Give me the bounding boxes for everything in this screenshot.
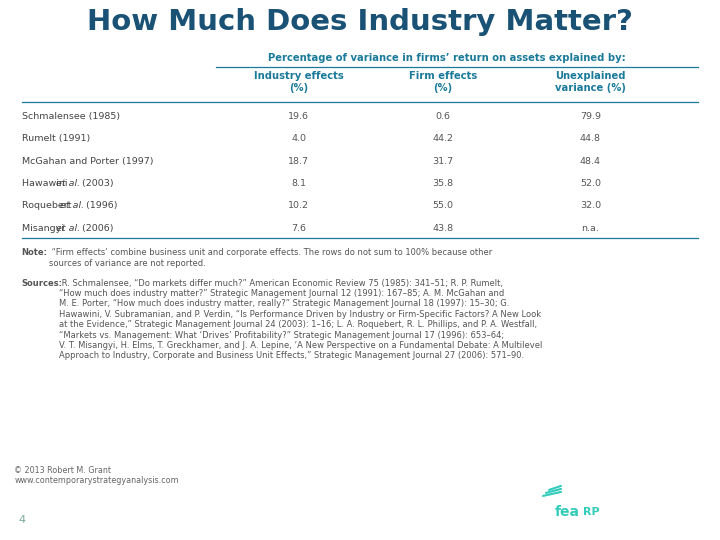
Text: 8.1: 8.1 [292,179,306,188]
Text: 44.2: 44.2 [432,134,454,143]
Text: Unexplained
variance (%): Unexplained variance (%) [555,71,626,93]
Text: “Firm effects’ combine business unit and corporate effects. The rows do not sum : “Firm effects’ combine business unit and… [48,248,492,267]
Text: et al.: et al. [60,201,84,210]
Text: (2006): (2006) [79,224,114,233]
Text: © 2013 Robert M. Grant
www.contemporarystrategyanalysis.com: © 2013 Robert M. Grant www.contemporarys… [14,465,179,485]
Text: RP: RP [583,507,600,517]
Text: 32.0: 32.0 [580,201,601,210]
Text: How Much Does Industry Matter?: How Much Does Industry Matter? [87,8,633,36]
Text: 4.0: 4.0 [292,134,306,143]
Text: Sources:: Sources: [22,279,63,288]
Text: Misangyi: Misangyi [22,224,66,233]
Text: 55.0: 55.0 [432,201,454,210]
Text: 10.2: 10.2 [288,201,310,210]
Text: 4: 4 [18,515,25,525]
Text: Roquebert: Roquebert [22,201,74,210]
Text: 48.4: 48.4 [580,157,601,166]
Text: Note:: Note: [22,248,48,257]
Text: 52.0: 52.0 [580,179,601,188]
Text: Rumelt (1991): Rumelt (1991) [22,134,90,143]
Text: Industry effects
(%): Industry effects (%) [254,71,343,93]
Text: 31.7: 31.7 [432,157,454,166]
Text: 35.8: 35.8 [432,179,454,188]
Text: 44.8: 44.8 [580,134,601,143]
Text: fea: fea [555,505,580,519]
Text: et al.: et al. [56,179,81,188]
Text: USP: USP [648,504,683,519]
Text: n.a.: n.a. [582,224,599,233]
Text: 79.9: 79.9 [580,112,601,121]
Text: 43.8: 43.8 [432,224,454,233]
Text: 19.6: 19.6 [288,112,310,121]
Text: McGahan and Porter (1997): McGahan and Porter (1997) [22,157,153,166]
Text: 18.7: 18.7 [288,157,310,166]
Text: Firm effects
(%): Firm effects (%) [409,71,477,93]
Text: 7.6: 7.6 [292,224,306,233]
Text: Percentage of variance in firms’ return on assets explained by:: Percentage of variance in firms’ return … [268,53,625,63]
Text: 0.6: 0.6 [436,112,450,121]
Text: (2003): (2003) [79,179,114,188]
Text: R. Schmalensee, “Do markets differ much?” American Economic Review 75 (1985): 34: R. Schmalensee, “Do markets differ much?… [58,279,542,360]
Text: Hawawini: Hawawini [22,179,70,188]
Text: Schmalensee (1985): Schmalensee (1985) [22,112,120,121]
Text: et al.: et al. [56,224,81,233]
Text: (1996): (1996) [84,201,117,210]
